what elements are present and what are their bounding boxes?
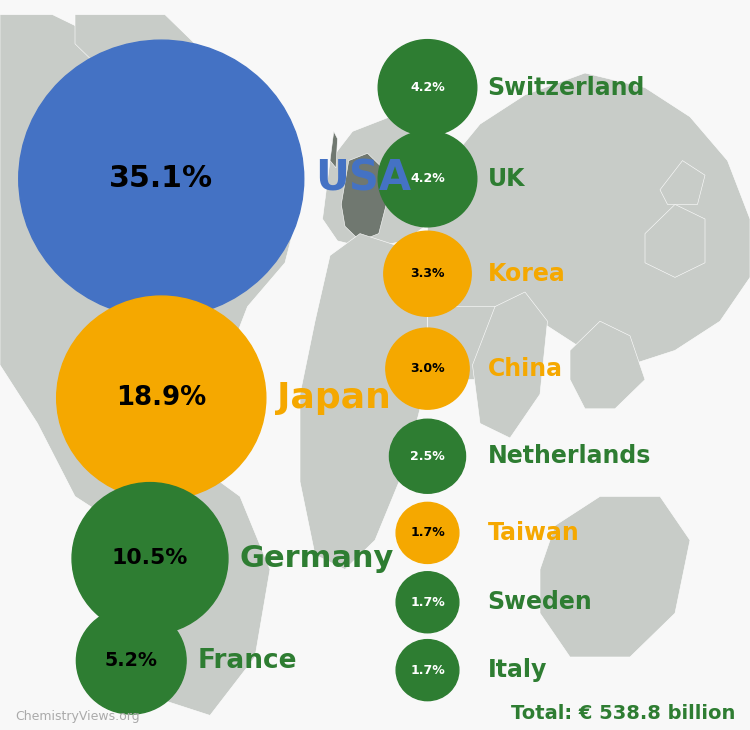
Text: 35.1%: 35.1% xyxy=(110,164,213,193)
Circle shape xyxy=(389,419,466,493)
Text: ChemistryViews.org: ChemistryViews.org xyxy=(15,710,140,723)
Polygon shape xyxy=(427,277,510,380)
Circle shape xyxy=(19,40,304,318)
Text: Germany: Germany xyxy=(239,544,394,573)
Polygon shape xyxy=(300,234,427,569)
Polygon shape xyxy=(0,15,300,526)
Circle shape xyxy=(386,328,470,410)
Text: 4.2%: 4.2% xyxy=(410,172,445,185)
Text: USA: USA xyxy=(315,158,411,200)
Text: 2.5%: 2.5% xyxy=(410,450,445,463)
Circle shape xyxy=(57,296,266,499)
Text: Japan: Japan xyxy=(277,381,391,415)
Text: 1.7%: 1.7% xyxy=(410,596,445,609)
Text: Sweden: Sweden xyxy=(488,591,592,614)
Text: 3.0%: 3.0% xyxy=(410,362,445,375)
Circle shape xyxy=(396,572,459,633)
Polygon shape xyxy=(75,15,195,73)
Circle shape xyxy=(384,231,471,316)
Polygon shape xyxy=(330,131,338,168)
Text: 5.2%: 5.2% xyxy=(105,651,158,670)
Polygon shape xyxy=(427,73,750,365)
Polygon shape xyxy=(660,161,705,204)
Polygon shape xyxy=(540,496,690,657)
Text: Korea: Korea xyxy=(488,262,566,285)
Circle shape xyxy=(378,39,477,136)
Circle shape xyxy=(396,502,459,564)
Circle shape xyxy=(72,483,228,634)
Text: 3.3%: 3.3% xyxy=(410,267,445,280)
Circle shape xyxy=(76,607,186,714)
Polygon shape xyxy=(645,204,705,277)
Text: UK: UK xyxy=(488,167,525,191)
Polygon shape xyxy=(135,474,270,715)
Circle shape xyxy=(378,131,477,227)
Polygon shape xyxy=(341,153,386,241)
Polygon shape xyxy=(322,117,450,248)
Text: 10.5%: 10.5% xyxy=(112,548,188,569)
Text: 1.7%: 1.7% xyxy=(410,664,445,677)
Text: Total: € 538.8 billion: Total: € 538.8 billion xyxy=(511,704,735,723)
Text: 18.9%: 18.9% xyxy=(116,385,206,411)
Text: Italy: Italy xyxy=(488,658,547,682)
Text: 1.7%: 1.7% xyxy=(410,526,445,539)
Polygon shape xyxy=(165,438,225,548)
Text: China: China xyxy=(488,357,562,380)
Polygon shape xyxy=(472,292,548,438)
Text: Switzerland: Switzerland xyxy=(488,76,645,99)
Text: France: France xyxy=(197,648,297,674)
Text: 4.2%: 4.2% xyxy=(410,81,445,94)
Polygon shape xyxy=(570,321,645,409)
Circle shape xyxy=(396,639,459,701)
Text: Taiwan: Taiwan xyxy=(488,521,579,545)
Text: Netherlands: Netherlands xyxy=(488,445,651,468)
